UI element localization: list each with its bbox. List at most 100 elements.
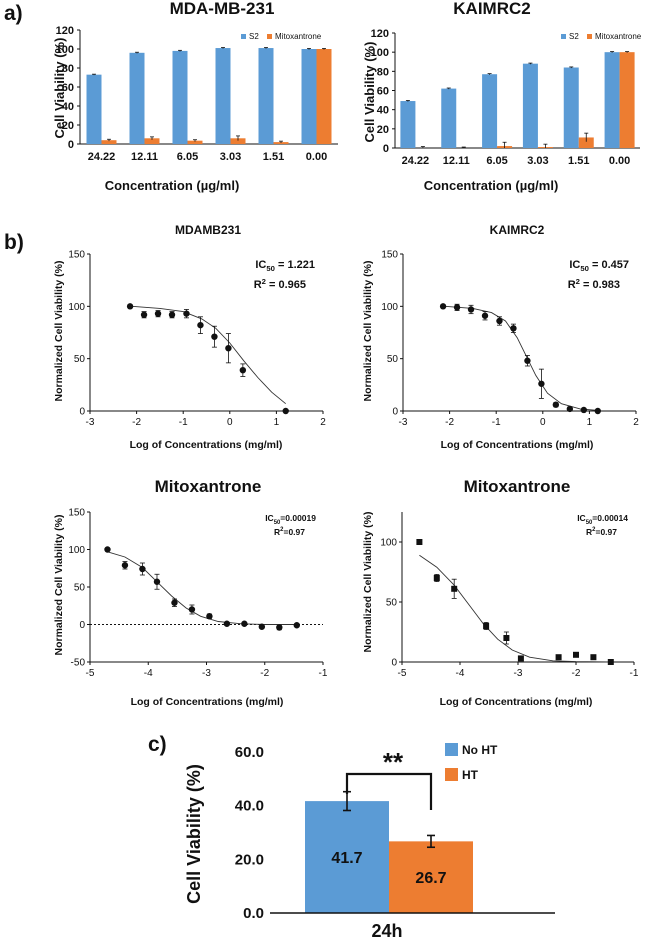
chart-b1-data-point xyxy=(197,321,204,329)
chart-c-bar-value-label: 26.7 xyxy=(415,870,446,887)
chart-b4-xtick-label: -5 xyxy=(398,668,407,679)
chart-b1-data-point xyxy=(126,303,134,310)
chart-b2-kaimrc2-dose-response: KAIMRC2 Log of Concentrations (mg/ml) No… xyxy=(362,223,639,451)
chart-b3-ic50: IC50=0.00019 xyxy=(265,513,316,526)
chart-c-bar-noht xyxy=(305,801,389,913)
chart-a1-ytick-label: 0 xyxy=(68,139,74,151)
chart-b1-ylabel: Normalized Cell Viability (%) xyxy=(53,260,65,401)
chart-b2-xtick-label: 0 xyxy=(540,417,546,428)
chart-b3-data-point xyxy=(104,546,111,553)
chart-b4-title: Mitoxantrone xyxy=(464,477,571,496)
chart-b3-data-point xyxy=(171,599,178,606)
chart-b2-data-point xyxy=(524,357,531,364)
chart-b1-data-point xyxy=(211,333,218,340)
chart-a1-xtick-label: 0.00 xyxy=(306,151,327,163)
chart-a1-legend-s2: S2 xyxy=(249,32,259,41)
chart-c-bar-ht xyxy=(389,841,473,913)
chart-a2-title: KAIMRC2 xyxy=(453,0,530,18)
chart-a2-bar-s2 xyxy=(604,52,620,148)
chart-b1-ytick-label: 0 xyxy=(79,407,85,418)
chart-b1-data-point xyxy=(140,311,148,318)
chart-b2-data-point xyxy=(496,317,503,325)
chart-a2-legend-s2: S2 xyxy=(569,32,579,41)
chart-b4-data-point xyxy=(573,651,579,658)
chart-a2-ytick-label: 120 xyxy=(371,28,389,40)
chart-a1-ytick-label: 80 xyxy=(62,63,74,75)
chart-a2-bar-s2 xyxy=(482,74,498,148)
chart-c-legend-ht-swatch xyxy=(445,768,458,781)
chart-b1-ic50: IC50 = 1.221 xyxy=(255,259,315,273)
chart-b1-xlabel: Log of Concentrations (mg/ml) xyxy=(130,439,283,451)
chart-b3-xtick-label: -5 xyxy=(86,668,95,679)
chart-c-legend-ht: HT xyxy=(462,768,479,782)
chart-b4-xlabel: Log of Concentrations (mg/ml) xyxy=(440,696,593,708)
chart-b4-xtick-label: -1 xyxy=(630,668,639,679)
chart-b1-ytick-label: 150 xyxy=(68,250,85,261)
chart-a1-xtick-label: 1.51 xyxy=(263,151,284,163)
chart-a1-bar-mitox xyxy=(187,140,203,144)
chart-b3-xtick-label: -1 xyxy=(319,668,328,679)
chart-b1-data-point xyxy=(168,311,176,318)
chart-b2-data-point xyxy=(481,312,489,319)
chart-a2-xtick-label: 0.00 xyxy=(609,155,630,167)
chart-b3-xlabel: Log of Concentrations (mg/ml) xyxy=(131,696,284,708)
chart-b3-data-point xyxy=(206,613,213,620)
chart-c-ytick-label: 0.0 xyxy=(243,905,264,922)
chart-b1-data-point xyxy=(282,407,289,415)
chart-b1-r2: R2 = 0.965 xyxy=(254,277,306,291)
chart-a1-bar-s2 xyxy=(215,48,231,144)
chart-b3-r2: R2=0.97 xyxy=(274,527,305,537)
chart-b4-data-point xyxy=(555,654,562,661)
chart-b4-xtick-label: -4 xyxy=(456,668,465,679)
chart-b1-xtick-label: -1 xyxy=(179,417,188,428)
chart-b4-data-point xyxy=(451,585,458,592)
chart-a2-bar-s2 xyxy=(400,101,416,148)
chart-c-legend-noht: No HT xyxy=(462,743,498,757)
chart-c-ytick-label: 60.0 xyxy=(235,744,264,761)
chart-a1-legend-mitox-swatch xyxy=(267,34,272,39)
chart-b1-xtick-label: 1 xyxy=(274,417,280,428)
chart-b3-data-point xyxy=(153,578,161,585)
chart-b4-data-point xyxy=(590,654,597,661)
chart-a1-bar-s2 xyxy=(86,74,102,144)
chart-a2-kaimrc2-bars: KAIMRC2 Concentration (µg/ml) Cell Viabi… xyxy=(362,0,642,193)
chart-a1-bar-mitox xyxy=(101,140,117,144)
chart-b2-xtick-label: 2 xyxy=(633,417,639,428)
chart-b1-data-point xyxy=(225,345,232,352)
chart-b3-title: Mitoxantrone xyxy=(155,477,262,496)
chart-b2-ytick-label: 0 xyxy=(392,407,398,418)
chart-a1-ytick-label: 20 xyxy=(62,120,74,132)
chart-a1-mdamb231-bars: MDA-MB-231 Concentration (µg/ml) Cell Vi… xyxy=(52,0,338,193)
chart-b2-ylabel: Normalized Cell Viability (%) xyxy=(362,260,374,401)
chart-a2-legend-s2-swatch xyxy=(561,34,566,39)
chart-b2-ytick-label: 150 xyxy=(381,250,398,261)
chart-a2-bar-mitox xyxy=(619,52,635,148)
chart-a1-legend-mitox: Mitoxantrone xyxy=(275,32,322,41)
chart-c-significance: ** xyxy=(383,747,404,777)
chart-b3-data-point xyxy=(188,606,196,613)
chart-b2-ic50: IC50 = 0.457 xyxy=(569,259,629,273)
chart-a1-xtick-label: 12.11 xyxy=(131,151,158,163)
chart-a1-ylabel: Cell Viability (%) xyxy=(52,38,67,139)
chart-a1-xtick-label: 24.22 xyxy=(88,151,116,163)
chart-b4-xtick-label: -3 xyxy=(514,668,523,679)
chart-a1-xtick-label: 3.03 xyxy=(220,151,241,163)
chart-b2-data-point xyxy=(566,405,574,413)
panel-label-a: a) xyxy=(4,2,23,25)
chart-b1-ytick-label: 100 xyxy=(68,302,85,313)
chart-b3-ytick-label: 50 xyxy=(74,583,86,594)
chart-a2-ylabel: Cell Viability (%) xyxy=(362,42,377,143)
chart-b1-mdamb231-dose-response: MDAMB231 Log of Concentrations (mg/ml) N… xyxy=(53,223,326,451)
chart-c-hyperthermia-bars: Cell Viability (%) 24h ** No HT HT 0.0 20… xyxy=(184,743,555,941)
chart-a2-xtick-label: 24.22 xyxy=(402,155,430,167)
chart-a2-ytick-label: 40 xyxy=(377,105,389,117)
chart-b4-ytick-label: 100 xyxy=(380,538,397,549)
chart-a1-ytick-label: 100 xyxy=(56,44,74,56)
chart-b2-data-point xyxy=(453,304,461,311)
chart-b4-xtick-label: -2 xyxy=(572,668,581,679)
chart-b1-xtick-label: -2 xyxy=(132,417,141,428)
chart-b4-data-point xyxy=(607,659,614,665)
chart-b3-data-point xyxy=(276,624,283,631)
chart-c-xlabel: 24h xyxy=(371,921,402,941)
